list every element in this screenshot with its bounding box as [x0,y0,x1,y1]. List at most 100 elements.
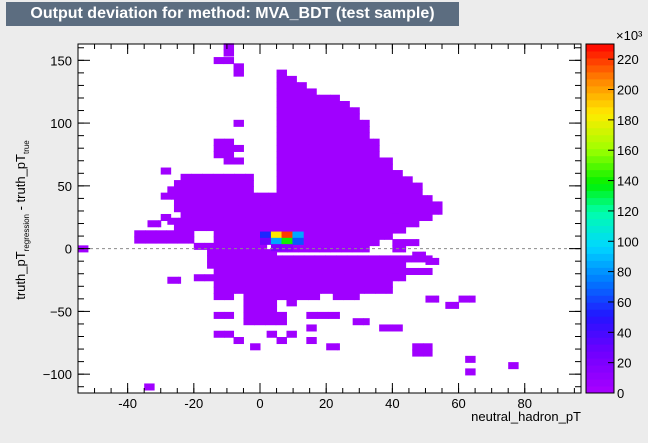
heatmap-bin [207,261,219,269]
heatmap-bin [351,195,364,203]
heatmap-bin [238,198,250,206]
heatmap-bin [287,170,299,178]
heatmap-bin [392,188,404,196]
x-tick-label: 20 [319,396,333,411]
heatmap-bin [278,267,290,275]
heatmap-bin [243,311,255,319]
heatmap-bin [239,249,251,257]
heatmap-bin [342,280,354,288]
heatmap-bin [188,230,195,238]
heatmap-bin [392,195,404,203]
heatmap-bin [245,280,258,288]
colorbar-segment [586,225,614,233]
heatmap-bin [330,119,342,127]
heatmap-bin [308,119,321,127]
heatmap-bin [427,201,439,209]
heatmap-bin [331,267,344,275]
heatmap-bin [264,318,277,326]
heatmap-bin [385,267,398,275]
heatmap-bin [298,220,310,228]
heatmap-bin [167,217,179,225]
heatmap-bin [330,100,342,109]
heatmap-bin [346,270,358,278]
heatmap-bin [155,230,168,238]
heatmap-bin [293,255,305,263]
colorbar-segment [586,365,614,373]
heatmap-bin [392,239,404,247]
heatmap-bin [276,163,288,171]
heatmap-bin [221,186,233,194]
heatmap-bin [416,182,423,190]
heatmap-bin [412,251,424,259]
heatmap-bin [243,299,255,307]
heatmap-bin [279,274,292,282]
colorbar-segment [586,253,614,261]
heatmap-bin [341,113,353,121]
heatmap-bin [303,255,316,263]
colorbar-exponent: ×10³ [616,28,643,43]
heatmap-bin [184,224,196,232]
heatmap-bin [375,280,387,288]
heatmap-bin [276,201,288,209]
heatmap-bin [249,205,261,213]
heatmap-bin [288,267,301,275]
heatmap-bin [271,261,283,269]
heatmap-bin [351,188,364,196]
heatmap-bin [287,207,299,215]
colorbar-segment [586,351,614,359]
heatmap-bin [276,220,288,228]
heatmap-bin [384,213,396,222]
heatmap-bin [362,126,370,134]
heatmap-bin [299,286,311,294]
heatmap-bin [276,88,288,96]
heatmap-bin [379,324,391,332]
heatmap-bin [351,144,364,152]
colorbar-segment [586,64,614,73]
heatmap-bin [247,274,259,282]
heatmap-bin [314,261,326,269]
heatmap-bin [319,113,331,121]
heatmap-bin [308,232,321,240]
colorbar-segment [586,99,614,108]
heatmap-bin [362,226,374,234]
heatmap-bin [297,293,309,301]
heatmap-bin [228,261,240,269]
heatmap-bin [282,255,294,263]
heatmap-bin [330,201,342,209]
heatmap-bin [351,170,364,178]
heatmap-bin [330,182,342,190]
heatmap-bin [319,226,331,234]
heatmap-bin [286,299,297,307]
heatmap-bin [276,82,288,90]
heatmap-bin [314,255,326,263]
heatmap-bin [330,94,340,102]
heatmap-bin [394,182,407,190]
heatmap-bin [508,362,519,370]
heatmap-bin [249,224,261,232]
heatmap-bin [308,132,321,140]
colorbar-segment [586,386,614,394]
heatmap-bin [214,192,226,200]
heatmap-bin [384,232,393,240]
heatmap-bin [326,343,338,351]
heatmap-bin [298,126,310,134]
heatmap-bin [416,188,423,196]
heatmap-bin [357,261,369,269]
heatmap-bin [184,198,196,206]
heatmap-bin [204,242,216,250]
heatmap-bin [436,257,440,265]
heatmap-bin [330,220,342,228]
heatmap-bin [203,192,216,200]
heatmap-bin [427,207,439,215]
heatmap-bin [352,318,364,326]
heatmap-bin [238,224,250,232]
heatmap-bin [321,286,333,294]
heatmap-bin [260,261,273,269]
heatmap-bin [191,211,203,219]
heatmap-bin [298,82,307,90]
heatmap-bin [363,318,370,326]
heatmap-bin [224,144,236,152]
heatmap-bin [362,207,374,215]
heatmap-bin [336,255,348,263]
heatmap-bin [330,195,342,203]
